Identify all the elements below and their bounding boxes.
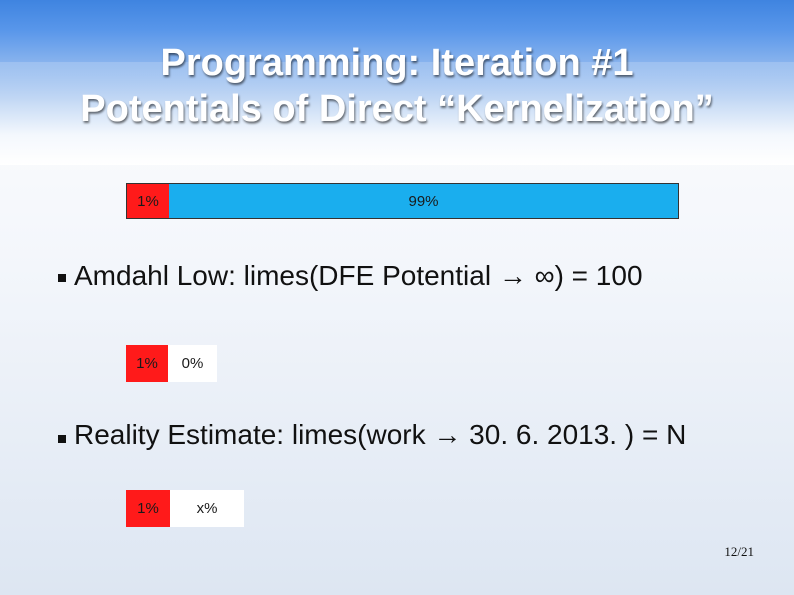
slide-title-line-1: Programming: Iteration #1	[160, 42, 634, 84]
bar-reality-white-segment: x%	[170, 490, 244, 527]
title-banner	[0, 0, 794, 165]
bar-amdahl-red-segment: 1%	[126, 345, 168, 382]
bar-reality-red-segment: 1%	[126, 490, 170, 527]
bullet-amdahl: Amdahl Low: limes(DFE Potential → ∞) = 1…	[74, 260, 643, 291]
bar-total-time: 1% 99%	[126, 183, 679, 219]
bar-amdahl-right-label: 0%	[181, 355, 204, 372]
bullet-reality: Reality Estimate: limes(work → 30. 6. 20…	[74, 419, 687, 450]
bar-amdahl-white-segment: 0%	[168, 345, 217, 382]
bar-amdahl-left-label: 1%	[136, 355, 158, 372]
bar-total-time-right-label: 99%	[408, 192, 439, 210]
slide-title-line-2: Potentials of Direct “Kernelization”	[80, 88, 714, 130]
bar-total-time-red-segment: 1%	[127, 184, 169, 218]
bar-amdahl: 1% 0%	[126, 345, 217, 382]
bullet-marker-1	[58, 274, 66, 282]
page-number: 12/21	[724, 544, 754, 559]
bullet-marker-2	[58, 435, 66, 443]
title-banner-band	[0, 62, 794, 100]
slide-title: Programming: Iteration #1 Potentials of …	[0, 40, 794, 132]
bar-total-time-blue-segment: 99%	[169, 184, 678, 218]
bar-reality-left-label: 1%	[137, 500, 159, 517]
bar-reality: 1% x%	[126, 490, 244, 527]
bar-reality-right-label: x%	[196, 500, 218, 517]
bar-total-time-left-label: 1%	[137, 192, 159, 210]
